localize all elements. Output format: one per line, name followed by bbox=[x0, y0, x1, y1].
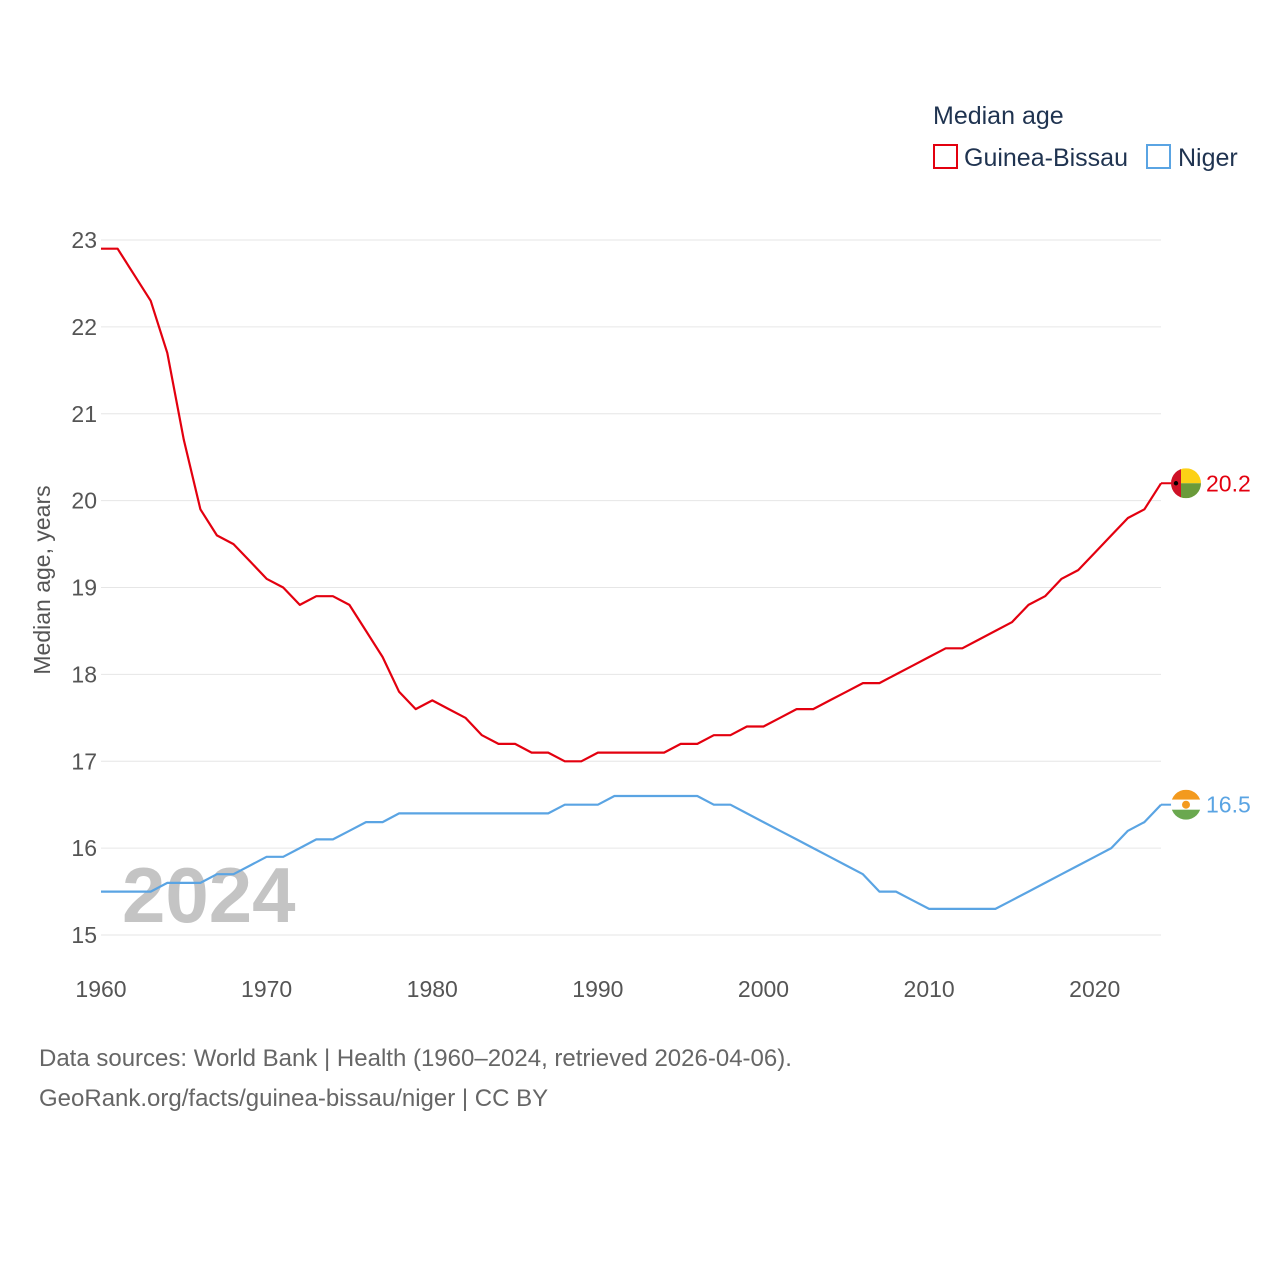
y-tick-16: 16 bbox=[71, 835, 97, 861]
y-tick-23: 23 bbox=[71, 227, 97, 253]
y-tick-22: 22 bbox=[71, 314, 97, 340]
legend-title: Median age bbox=[933, 102, 1064, 130]
x-axis-ticks: 1960 1970 1980 1990 2000 2010 2020 bbox=[75, 976, 1120, 1002]
legend-item-guinea-bissau[interactable]: Guinea-Bissau bbox=[933, 144, 1128, 172]
x-tick-2000: 2000 bbox=[738, 976, 789, 1002]
series-line-guinea-bissau[interactable] bbox=[101, 247, 1162, 763]
series-line-niger[interactable] bbox=[101, 794, 1162, 910]
x-tick-2020: 2020 bbox=[1069, 976, 1120, 1002]
legend-label-niger: Niger bbox=[1178, 144, 1238, 172]
legend-swatch-niger bbox=[1146, 144, 1171, 169]
end-label-niger: 16.5 bbox=[1206, 792, 1251, 818]
y-tick-17: 17 bbox=[71, 748, 97, 774]
y-tick-20: 20 bbox=[71, 488, 97, 514]
x-tick-1980: 1980 bbox=[407, 976, 458, 1002]
median-age-chart: Median age Guinea-Bissau Niger Median ag… bbox=[29, 102, 1251, 1002]
flag-guinea-bissau-icon bbox=[1171, 468, 1201, 499]
x-tick-1960: 1960 bbox=[75, 976, 126, 1002]
y-axis-ticks: 15 16 17 18 19 20 21 22 23 bbox=[71, 227, 97, 948]
y-tick-15: 15 bbox=[71, 922, 97, 948]
series-end-markers: 20.2 16.5 bbox=[1161, 468, 1251, 820]
legend-swatch-guinea-bissau bbox=[933, 144, 958, 169]
y-tick-19: 19 bbox=[71, 575, 97, 601]
end-label-guinea-bissau: 20.2 bbox=[1206, 470, 1251, 496]
gridlines bbox=[101, 239, 1161, 936]
y-tick-18: 18 bbox=[71, 661, 97, 687]
y-tick-21: 21 bbox=[71, 401, 97, 427]
y-axis-title: Median age, years bbox=[29, 485, 55, 674]
footer-attribution[interactable]: GeoRank.org/facts/guinea-bissau/niger | … bbox=[39, 1085, 549, 1112]
flag-niger-icon bbox=[1171, 789, 1201, 820]
x-tick-1970: 1970 bbox=[241, 976, 292, 1002]
legend-label-guinea-bissau: Guinea-Bissau bbox=[964, 144, 1128, 172]
x-tick-1990: 1990 bbox=[572, 976, 623, 1002]
series-lines bbox=[101, 247, 1162, 910]
year-watermark: 2024 bbox=[122, 851, 296, 939]
footer-sources: Data sources: World Bank | Health (1960–… bbox=[39, 1045, 792, 1072]
legend-item-niger[interactable]: Niger bbox=[1146, 144, 1238, 172]
x-tick-2010: 2010 bbox=[904, 976, 955, 1002]
